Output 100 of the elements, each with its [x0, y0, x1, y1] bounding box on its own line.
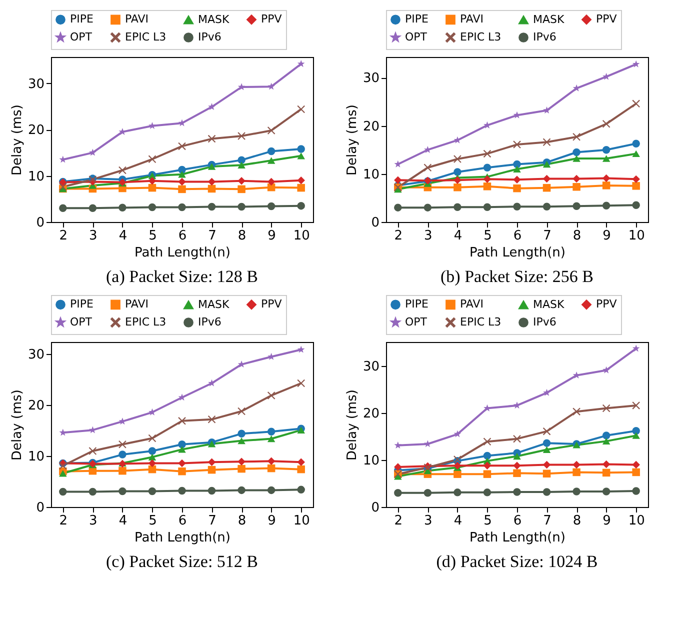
point	[543, 388, 550, 396]
point	[632, 402, 640, 410]
point	[632, 182, 640, 190]
point	[454, 430, 462, 438]
point	[267, 147, 276, 156]
x-tick-label: 2	[394, 228, 403, 244]
x-tick-label: 10	[628, 514, 645, 528]
point	[454, 203, 462, 211]
x-tick-label: 8	[572, 514, 582, 528]
point	[542, 174, 551, 183]
x-tick-label: 7	[543, 228, 552, 244]
legend-label: MASK	[533, 12, 565, 26]
point	[572, 202, 580, 210]
point	[513, 140, 521, 148]
point	[268, 352, 275, 360]
point	[513, 202, 521, 210]
x-tick-label: 5	[484, 228, 492, 244]
point	[238, 132, 246, 140]
point	[602, 146, 610, 154]
point	[572, 408, 580, 416]
point	[267, 464, 276, 472]
x-tick-label: 4	[454, 514, 462, 528]
point	[602, 460, 610, 468]
point	[238, 430, 246, 438]
legend-label: OPT	[70, 316, 92, 328]
point	[118, 487, 126, 496]
legend-label: PAVI	[125, 12, 149, 26]
y-tick-label: 20	[362, 406, 380, 422]
point	[88, 204, 97, 212]
point	[602, 366, 610, 374]
point	[267, 435, 276, 442]
point	[178, 417, 186, 425]
point	[59, 488, 67, 496]
y-tick-label: 0	[36, 216, 44, 230]
point	[238, 202, 246, 211]
point	[424, 204, 432, 212]
point	[178, 467, 186, 476]
legend-label: EPIC L3	[460, 30, 502, 44]
point	[602, 155, 610, 162]
point	[267, 126, 276, 134]
point	[148, 203, 156, 212]
x-tick-label: 9	[268, 228, 276, 244]
legend-label: PIPE	[70, 12, 94, 26]
point	[602, 468, 610, 477]
y-tick-label: 30	[28, 348, 44, 363]
point	[483, 175, 492, 184]
point	[542, 488, 551, 496]
point	[59, 462, 67, 470]
point	[632, 344, 640, 352]
y-tick-label: 10	[362, 453, 380, 468]
point	[297, 379, 305, 388]
point	[148, 184, 156, 192]
point	[454, 155, 462, 163]
point	[632, 60, 640, 68]
point	[59, 428, 67, 436]
point	[483, 150, 492, 158]
legend-label: PIPE	[405, 298, 429, 311]
point	[208, 184, 216, 193]
legend-label: EPIC L3	[460, 316, 502, 328]
point	[602, 120, 610, 128]
x-tick-label: 10	[293, 514, 310, 528]
y-axis-title: Delay (ms)	[344, 390, 360, 460]
point	[543, 106, 550, 114]
y-tick-label: 10	[362, 167, 380, 182]
point	[542, 470, 551, 478]
x-tick-label: 5	[484, 514, 492, 528]
point	[297, 176, 305, 184]
point	[148, 465, 156, 474]
point	[572, 132, 580, 141]
point	[602, 432, 610, 440]
point	[632, 468, 640, 476]
point	[208, 466, 216, 474]
y-tick-label: 20	[28, 123, 44, 138]
legend-label: MASK	[198, 298, 230, 311]
point	[542, 460, 551, 469]
point	[572, 488, 580, 496]
x-tick-label: 2	[59, 514, 68, 528]
point	[572, 174, 580, 183]
point	[513, 452, 521, 460]
point	[267, 428, 276, 436]
point	[513, 434, 521, 443]
legend-label: OPT	[405, 316, 428, 328]
point	[148, 122, 156, 130]
point	[267, 486, 276, 494]
legend-label: PPV	[596, 12, 618, 26]
point	[632, 100, 640, 108]
point	[297, 458, 305, 466]
point	[208, 416, 216, 424]
point	[238, 83, 246, 90]
point	[572, 183, 580, 191]
point	[513, 160, 521, 168]
point	[88, 447, 97, 455]
point	[297, 202, 305, 210]
point	[148, 155, 156, 164]
point	[268, 82, 275, 90]
point	[208, 163, 216, 170]
point	[632, 201, 640, 210]
point	[394, 489, 402, 497]
point	[297, 346, 305, 353]
point	[297, 184, 305, 192]
